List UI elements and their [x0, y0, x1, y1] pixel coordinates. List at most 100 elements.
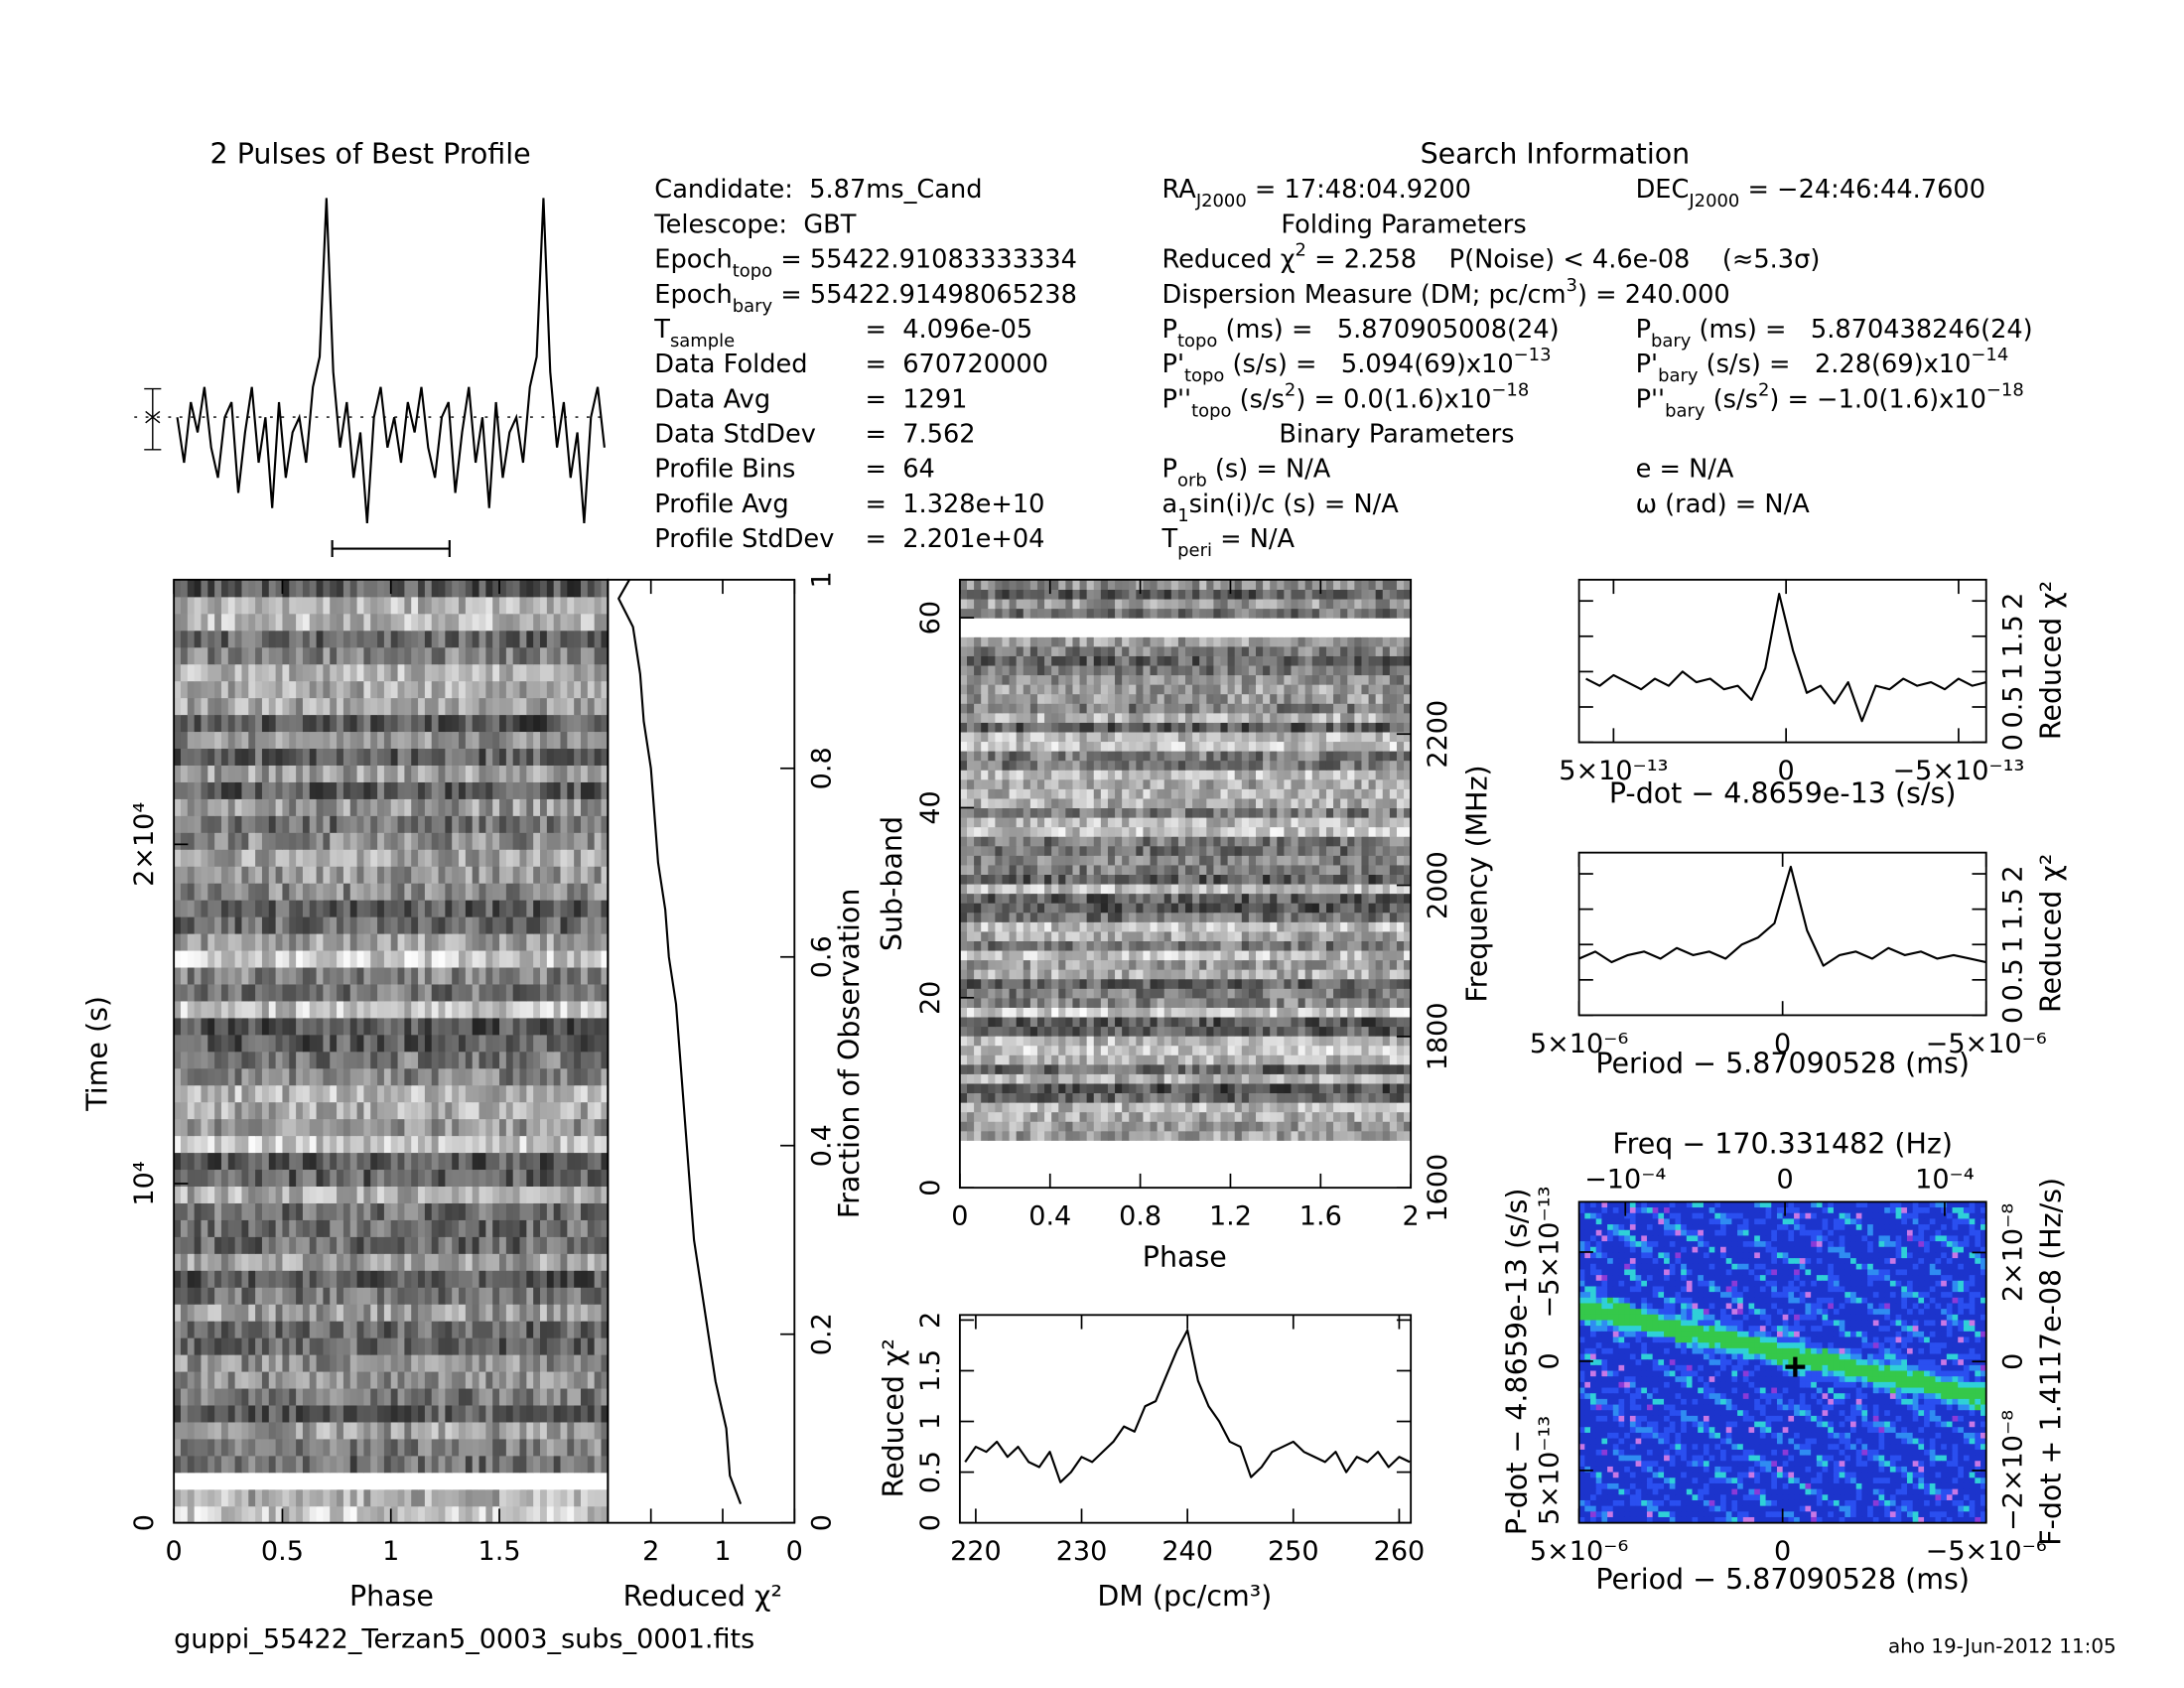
pixel: [390, 1505, 399, 1524]
pixel: [1297, 1149, 1306, 1161]
pixel: [594, 1337, 603, 1355]
pixel: [1058, 1130, 1066, 1141]
pixel: [478, 1304, 486, 1322]
pixel: [424, 1270, 433, 1288]
pixel: [268, 781, 277, 799]
pixel: [377, 1034, 385, 1053]
pixel: [1051, 1121, 1059, 1132]
pixel: [465, 832, 474, 850]
info-text: Porb (s) = N/A: [1162, 455, 1331, 492]
pixel: [330, 697, 338, 716]
pixel: [187, 663, 196, 682]
pixel: [505, 714, 514, 733]
pixel: [1044, 1007, 1052, 1018]
pixel: [526, 1321, 534, 1338]
pixel: [275, 1236, 284, 1254]
pixel: [227, 680, 236, 699]
pixel: [220, 731, 229, 750]
pixel: [1036, 1007, 1045, 1018]
pixel: [574, 1034, 582, 1053]
pixel: [1143, 1092, 1152, 1103]
pixel: [560, 933, 568, 951]
pixel: [465, 1455, 474, 1474]
pixel: [587, 1270, 596, 1288]
pixel: [981, 1073, 989, 1084]
pixel: [337, 1488, 344, 1507]
pixel: [234, 630, 243, 648]
pixel: [1284, 1111, 1293, 1122]
pixel: [187, 596, 196, 615]
pixel: [1304, 1121, 1313, 1132]
pixel: [418, 949, 426, 968]
pixel: [207, 1169, 215, 1188]
pixel: [424, 1017, 433, 1036]
pixel: [1277, 1092, 1285, 1103]
pixel: [397, 1455, 405, 1474]
pixel: [574, 613, 582, 632]
pixel: [567, 1354, 575, 1372]
pixel: [1234, 1063, 1243, 1074]
pixel: [546, 933, 555, 951]
pixel: [492, 916, 500, 934]
pixel: [194, 1438, 203, 1457]
pixel: [1058, 1036, 1066, 1047]
file-name: guppi_55422_Terzan5_0003_subs_0001.fits: [174, 1623, 754, 1654]
pixel: [445, 832, 453, 850]
pixel: [1304, 1130, 1313, 1141]
pixel: [1122, 1178, 1130, 1189]
pixel: [478, 1472, 486, 1490]
pixel: [580, 1387, 589, 1406]
pixel: [1051, 1063, 1059, 1074]
pixel: [1051, 1102, 1059, 1113]
pixel: [533, 1387, 541, 1406]
pixel: [356, 1152, 364, 1171]
pixel: [1206, 1007, 1214, 1018]
pixel: [574, 663, 582, 682]
pixel: [1065, 1159, 1074, 1170]
pixel: [370, 1186, 378, 1203]
pixel: [1213, 1178, 1222, 1189]
pixel: [1213, 1016, 1222, 1028]
pixel: [995, 1169, 1004, 1180]
pixel: [268, 663, 277, 682]
pixel: [309, 1169, 318, 1188]
pixel: [560, 916, 568, 934]
pixel: [1325, 1016, 1334, 1028]
pixel: [411, 781, 419, 799]
pixel: [383, 1321, 392, 1338]
pixel: [431, 1219, 440, 1237]
pixel: [546, 1017, 555, 1036]
pixel: [519, 1321, 527, 1338]
pixel: [411, 1354, 419, 1372]
pixel: [377, 849, 385, 867]
pixel: [1058, 1045, 1066, 1055]
pixel: [1051, 1045, 1059, 1055]
pixel: [1072, 1149, 1081, 1161]
pixel: [1192, 1111, 1200, 1122]
pixel: [302, 949, 311, 968]
pixel: [512, 966, 521, 985]
pixel: [248, 900, 256, 917]
pixel: [323, 1304, 331, 1322]
pixel: [1333, 1063, 1341, 1074]
pixel: [234, 1404, 243, 1423]
pixel: [540, 933, 548, 951]
pixel: [1016, 1130, 1024, 1141]
pixel: [349, 613, 358, 632]
pixel: [330, 579, 338, 598]
pixel: [560, 849, 568, 867]
pixel: [574, 1304, 582, 1322]
pixel: [546, 731, 555, 750]
pixel: [519, 1236, 527, 1254]
pixel: [459, 748, 467, 766]
pixel: [316, 1169, 324, 1188]
pixel: [194, 579, 203, 598]
pixel: [1029, 1055, 1038, 1065]
pixel: [1270, 1102, 1278, 1113]
pixel: [1284, 1063, 1293, 1074]
pixel: [275, 748, 284, 766]
pixel: [1340, 1140, 1348, 1151]
pixel: [1170, 1140, 1179, 1151]
pixel: [492, 883, 500, 901]
pixel: [966, 1026, 975, 1037]
